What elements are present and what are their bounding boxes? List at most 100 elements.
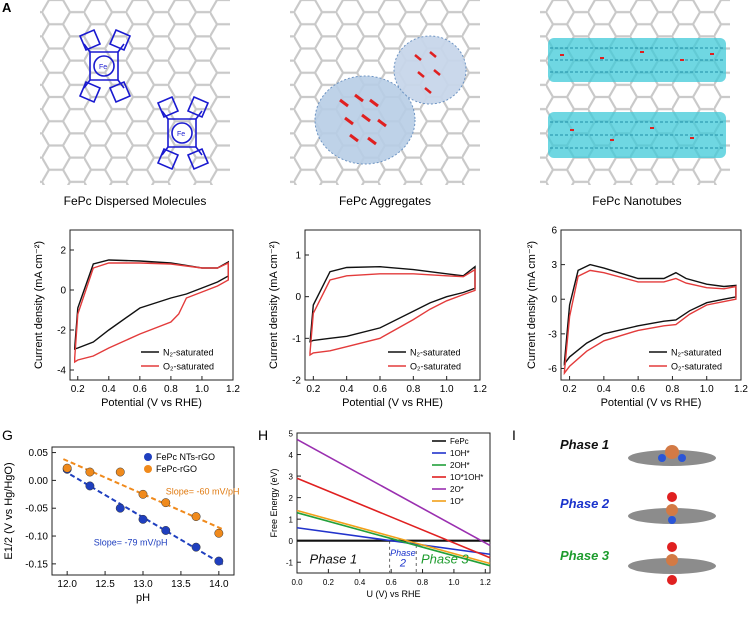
legend-label: FePc NTs-rGO — [156, 452, 215, 462]
legend-marker — [144, 465, 152, 473]
x-tick-label: 0.8 — [164, 384, 178, 395]
x-tick-label: 1.2 — [473, 384, 487, 395]
x-tick-label: 14.0 — [209, 579, 229, 590]
cv-chart-nanotubes: 0.2 0.4 0.6 0.8 1.0 1.2 6 3 0 -3 -6 Potential (V vs… — [526, 226, 748, 410]
slope-annotation-blue: Slope= -79 mV/pH — [94, 538, 168, 548]
x-tick-label: 1.0 — [440, 384, 454, 395]
y-tick-label: 0 — [60, 286, 66, 297]
phase-3-label: Phase 3 — [421, 551, 469, 566]
y-tick-label: -1 — [286, 559, 294, 568]
data-point — [161, 526, 171, 535]
x-tick-label: 13.5 — [171, 579, 191, 590]
data-point — [115, 503, 125, 513]
fepc-aggregate-cluster-2 — [393, 35, 467, 105]
y-axis-label: Free Energy (eV) — [269, 468, 279, 537]
phase-1-label: Phase 1 — [310, 551, 358, 566]
x-tick-label: 0.4 — [354, 578, 366, 587]
x-axis-label: Potential (V vs RHE) — [601, 397, 702, 409]
data-point — [214, 556, 224, 566]
fepc-molecule-1 — [78, 28, 132, 104]
fepc-molecule-2 — [156, 95, 210, 171]
data-point — [191, 512, 201, 522]
x-tick-label: 0.8 — [406, 384, 420, 395]
y-tick-label: 2 — [60, 246, 66, 257]
y-tick-label: -0.15 — [25, 559, 48, 570]
legend-label: N₂-saturated — [410, 348, 461, 358]
data-point — [138, 514, 148, 524]
phase-label-1: Phase 1 — [560, 437, 609, 452]
energy-line — [296, 526, 491, 556]
energy-line — [296, 509, 491, 565]
data-point — [85, 467, 95, 477]
panel-letter-i: I — [512, 427, 516, 443]
x-tick-label: 13.0 — [133, 579, 153, 590]
x-tick-label: 0.2 — [71, 384, 85, 395]
phase-structure-3: Phase 3 — [560, 542, 716, 585]
ph-dependence-chart: 12.0 12.5 13.0 13.5 14.0 0.05 0.00 -0.05 -0.10 -0… — [3, 446, 240, 604]
energy-line — [296, 438, 491, 547]
data-point — [138, 489, 148, 499]
x-tick-label: 0.4 — [597, 384, 611, 395]
legend-label: 1O* — [450, 497, 464, 506]
data-point — [115, 467, 125, 477]
caption-dispersed-molecules: FePc Dispersed Molecules — [64, 194, 207, 208]
y-tick-label: -0.10 — [25, 532, 48, 543]
free-energy-chart: 0.0 0.2 0.4 0.6 0.8 1.0 1.2 5 4 3 2 1 0 -1 U (V) vs RH… — [269, 430, 491, 600]
phase-structure-1: Phase 1 — [560, 437, 716, 466]
cv-chart-dispersed: 0.2 0.4 0.6 0.8 1.0 1.2 2 0 -2 -4 Potential (V vs … — [33, 229, 240, 409]
y-tick-label: -2 — [57, 326, 66, 337]
y-tick-label: -1 — [292, 334, 301, 345]
plot-frame — [304, 229, 481, 381]
data-point — [161, 498, 171, 508]
legend-label: 2OH* — [450, 461, 470, 470]
y-axis-label: Current density (mA cm⁻²) — [33, 241, 45, 369]
y-tick-label: 0.05 — [29, 448, 49, 459]
data-point — [191, 542, 201, 552]
x-tick-label: 12.5 — [95, 579, 115, 590]
x-tick-label: 0.4 — [102, 384, 116, 395]
y-tick-label: 6 — [551, 226, 557, 237]
y-tick-label: -3 — [548, 329, 557, 340]
y-tick-label: 0 — [289, 537, 294, 546]
x-tick-label: 0.6 — [386, 578, 398, 587]
x-tick-label: 0.2 — [563, 384, 577, 395]
legend-label: N₂-saturated — [163, 348, 214, 358]
x-tick-label: 12.0 — [57, 579, 77, 590]
legend-label: N₂-saturated — [671, 348, 722, 358]
x-tick-label: 1.2 — [734, 384, 748, 395]
phase-label-2: Phase 2 — [560, 496, 610, 511]
legend-marker — [144, 453, 152, 461]
x-tick-label: 1.0 — [448, 578, 460, 587]
fepc-aggregate-cluster-1 — [314, 75, 416, 165]
graphene-panel-1 — [40, 0, 230, 185]
data-point — [214, 528, 224, 538]
x-tick-label: 0.6 — [631, 384, 645, 395]
legend-label: FePc — [450, 437, 469, 446]
energy-line — [296, 511, 491, 567]
cv-series-line — [74, 259, 229, 350]
x-tick-label: 1.0 — [700, 384, 714, 395]
legend-label: 1OH* — [450, 449, 470, 458]
x-tick-label: 0.0 — [291, 578, 303, 587]
cv-series-line — [563, 269, 737, 376]
fepc-nanotube-2 — [548, 112, 726, 158]
x-tick-label: 0.2 — [323, 578, 335, 587]
y-tick-label: 1 — [295, 251, 301, 262]
y-tick-label: 3 — [289, 473, 294, 482]
y-axis-label: E1/2 (V vs Hg/HgO) — [3, 462, 15, 559]
y-tick-label: 0 — [551, 295, 557, 306]
legend-label: O₂-saturated — [410, 362, 461, 372]
panel-letter-a: A — [2, 0, 12, 15]
phase-label-3: Phase 3 — [560, 548, 610, 563]
phase-structure-2: Phase 2 — [560, 492, 716, 524]
phase-2-label: Phase — [390, 548, 416, 558]
phase-2-number: 2 — [399, 558, 406, 570]
y-tick-label: 5 — [289, 430, 294, 439]
y-tick-label: -0.05 — [25, 504, 48, 515]
cv-series-line — [309, 268, 476, 357]
legend-label: O₂-saturated — [163, 362, 214, 372]
y-tick-label: 4 — [289, 451, 294, 460]
caption-aggregates: FePc Aggregates — [339, 194, 431, 208]
y-tick-label: 0 — [295, 292, 301, 303]
